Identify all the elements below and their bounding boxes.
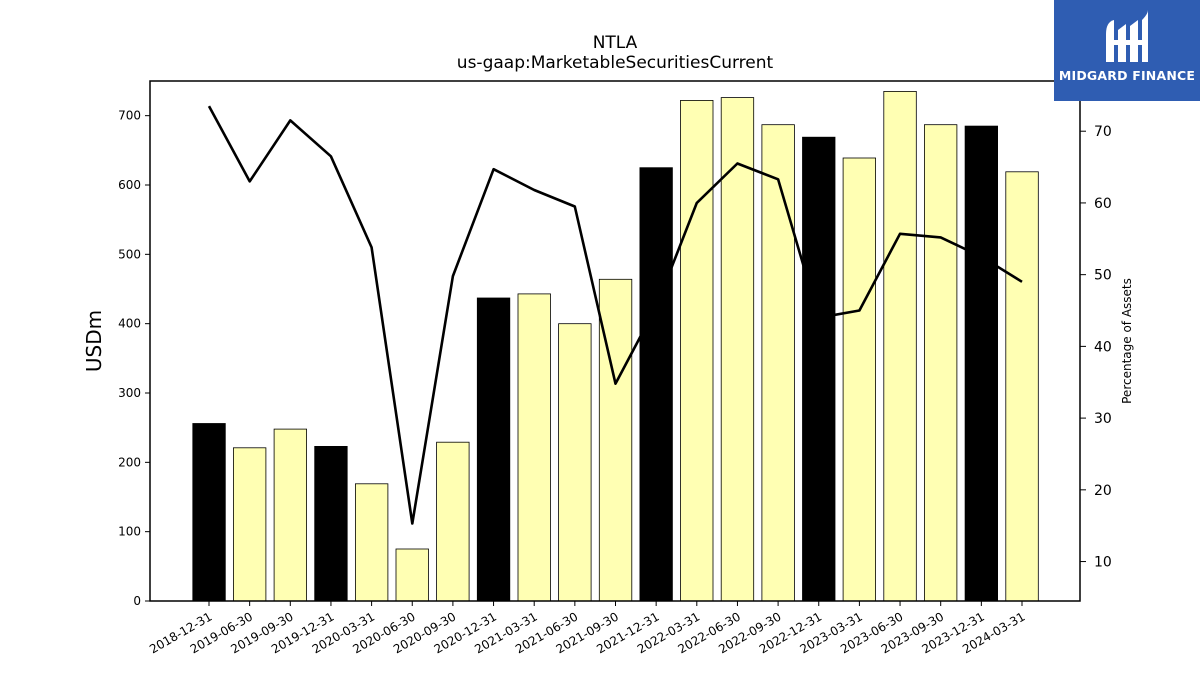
bar-2023-09-30 xyxy=(924,124,958,602)
right-tick-label: 40 xyxy=(1094,339,1112,355)
bar-2018-12-31 xyxy=(192,423,226,602)
bar-2019-06-30 xyxy=(232,447,267,602)
right-tick-label: 30 xyxy=(1094,411,1112,427)
logo: MIDGARD FINANCE xyxy=(1054,0,1200,101)
logo-text: MIDGARD FINANCE xyxy=(1058,68,1196,83)
bar-2020-12-31 xyxy=(476,297,511,602)
right-tick-label: 70 xyxy=(1094,124,1112,140)
left-tick-label: 600 xyxy=(118,178,141,192)
y2-axis-label: Percentage of Assets xyxy=(1120,278,1134,404)
bar-2021-12-31 xyxy=(639,167,673,602)
right-tick-label: 50 xyxy=(1094,268,1112,284)
left-tick-label: 400 xyxy=(118,317,141,331)
bar-2020-03-31 xyxy=(354,483,389,602)
chart-subtitle: us-gaap:MarketableSecuritiesCurrent xyxy=(457,53,774,73)
bar-2022-06-30 xyxy=(720,97,755,602)
bars-group xyxy=(192,91,1039,602)
bar-2023-03-31 xyxy=(842,157,876,602)
right-tick-label: 60 xyxy=(1094,196,1112,212)
right-tick-label: 10 xyxy=(1094,555,1112,571)
left-tick-label: 500 xyxy=(118,247,141,261)
bar-2020-09-30 xyxy=(436,441,470,602)
left-axis: 0 100 200 300 400 500 600 700 xyxy=(118,109,150,608)
y-axis-label: USDm xyxy=(82,310,106,372)
line-series-group xyxy=(207,105,1023,525)
bar-2023-12-31 xyxy=(964,125,998,602)
bar-2024-03-31 xyxy=(1005,171,1039,602)
midgard-logo-icon xyxy=(1106,10,1148,62)
bar-2022-12-31 xyxy=(802,136,836,602)
bar-2020-06-30 xyxy=(395,548,429,602)
right-tick-label: 20 xyxy=(1094,483,1112,499)
bar-2022-03-31 xyxy=(680,100,714,602)
x-axis: 2018-12-312019-06-302019-09-302019-12-31… xyxy=(147,601,1028,656)
left-tick-label: 300 xyxy=(118,386,141,400)
chart-title: NTLA xyxy=(593,33,638,53)
bar-2019-12-31 xyxy=(314,445,348,602)
bar-2021-06-30 xyxy=(558,323,592,602)
bar-2023-06-30 xyxy=(883,91,917,602)
left-tick-label: 700 xyxy=(118,109,141,123)
bar-2019-09-30 xyxy=(273,428,308,602)
percentage-line xyxy=(207,105,1023,525)
left-tick-label: 0 xyxy=(133,594,141,608)
bar-2021-09-30 xyxy=(598,278,633,602)
left-tick-label: 100 xyxy=(118,525,141,539)
left-tick-label: 200 xyxy=(118,455,141,469)
bar-2022-09-30 xyxy=(761,124,795,602)
bar-2021-03-31 xyxy=(517,293,551,602)
right-axis: 10 20 30 40 50 60 70 xyxy=(1080,124,1112,571)
